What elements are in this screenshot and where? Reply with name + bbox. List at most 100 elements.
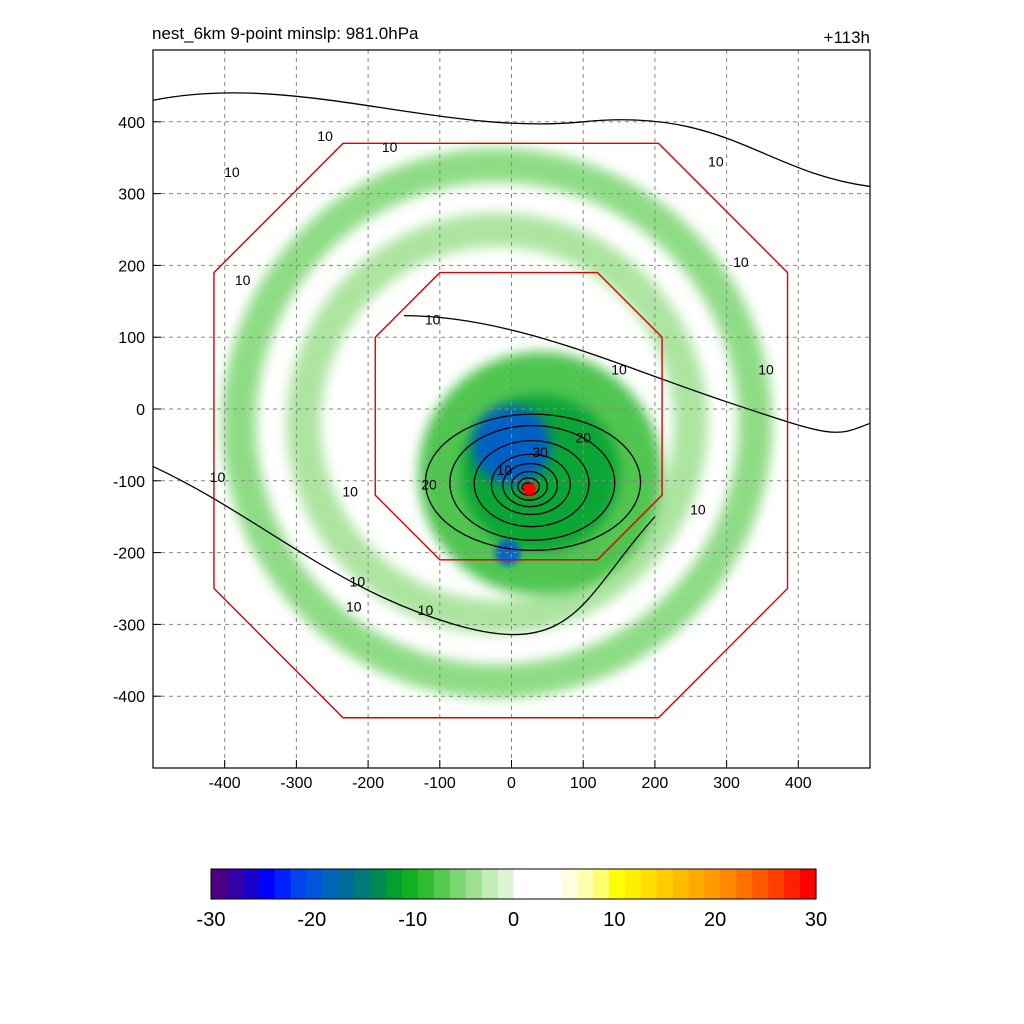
contour-line [473,440,590,528]
colorbar-swatch [513,869,531,899]
colorbar-swatch [290,869,308,899]
colorbar-swatch [433,869,451,899]
shading-ring-1 [286,212,708,634]
colorbar-swatch [609,869,626,899]
colorbar-swatch [720,869,737,899]
storm-center-dot [523,483,536,496]
colorbar-swatch [736,869,753,899]
colorbar-swatch [529,869,546,899]
colorbar-swatch [370,869,387,899]
contour-label: 10 [418,602,434,618]
contour-label: 10 [758,362,774,378]
contour-label: 10 [235,272,251,288]
colorbar-swatch [338,869,355,899]
contour-label: 10 [690,502,706,518]
contour-line [153,465,656,636]
colorbar-swatch [752,869,769,899]
y-tick-label: -300 [113,617,145,634]
colorbar-swatch [449,869,467,899]
colorbar-swatch [800,869,817,899]
colorbar-swatch [386,869,403,899]
colorbar-swatch [561,869,578,899]
colorbar-swatch [545,869,562,899]
colorbar-tick-label: -30 [197,909,226,931]
x-tick-label: 0 [507,775,516,792]
colorbar-tick-label: 10 [603,909,625,931]
colorbar-swatch [306,869,324,899]
colorbar-tick-label: 20 [704,909,726,931]
contour-line [403,315,870,433]
contour-label: 30 [532,444,548,460]
colorbar-swatch [322,869,339,899]
contour-label: 10 [708,153,724,169]
colorbar-swatch [688,869,706,899]
colorbar-swatch [226,869,244,899]
contour-label: 20 [421,476,437,492]
storm-center-marker [523,483,536,496]
contour-labels: 10 10 10 10 10 10 10 10 10 10 10 10 10 10 10 20 30 20 10 [210,128,774,618]
colorbar-swatch [274,869,292,899]
contour-label: 10 [317,128,333,144]
nest-boundaries [213,142,789,719]
x-tick-label: -400 [209,775,241,792]
contour-label: 10 [611,362,627,378]
colorbar-swatch [211,869,228,899]
contour-label: 10 [497,462,513,478]
contour-line [153,92,870,188]
colorbar-swatch [672,869,690,899]
y-axis-ticks: 400 300 200 100 0 -100 -200 -300 -400 [113,115,161,706]
plot-title: nest_6km 9-point minslp: 981.0hPa [152,24,419,43]
x-tick-label: 400 [785,775,812,792]
shading-field [222,148,773,699]
colorbar-swatch [402,869,419,899]
shading-ring-0 [222,148,773,699]
y-tick-label: 300 [118,187,145,204]
contour-label: 10 [425,311,441,327]
x-tick-label: -100 [424,775,456,792]
colorbar-swatch [593,869,610,899]
plot-area: 10 10 10 10 10 10 10 10 10 10 10 10 10 10 10 20 30 20 10 -… [113,49,871,792]
y-tick-label: 400 [118,115,145,132]
y-tick-label: 100 [118,330,145,347]
y-tick-label: -100 [113,474,145,491]
contour-lines [153,92,870,636]
contour-label: 20 [575,430,591,446]
colorbar-swatch [497,869,515,899]
x-tick-label: 100 [570,775,597,792]
colorbar-swatch [704,869,722,899]
colorbar-swatch [417,869,435,899]
contour-line [449,424,616,541]
colorbar-swatch [768,869,785,899]
contour-label: 10 [382,139,398,155]
contour-label: 10 [733,254,749,270]
colorbar-tick-label: 0 [508,909,519,931]
colorbar-swatch [465,869,483,899]
colorbar-swatch [481,869,499,899]
colorbar-swatch [656,869,674,899]
x-axis-ticks: -400 -300 -200 -100 0 100 200 300 400 [209,760,812,792]
colorbar-swatch [624,869,642,899]
contour-label: 10 [342,484,358,500]
colorbar-swatches [211,869,817,899]
y-tick-label: 200 [118,258,145,275]
contour-label: 10 [210,469,226,485]
y-tick-label: 0 [136,402,145,419]
contour-line [490,453,571,516]
x-tick-label: 300 [713,775,740,792]
colorbar-tick-label: -20 [297,909,326,931]
colorbar-frame [210,868,817,900]
contour-line [502,462,559,508]
y-tick-label: -200 [113,546,145,563]
colorbar-swatch [640,869,658,899]
contour-line [424,413,642,552]
colorbar: -30 -20 -10 0 10 20 30 [197,868,827,931]
x-tick-label: -200 [352,775,384,792]
colorbar-tick-label: -10 [398,909,427,931]
nest-boundary-outer [213,142,789,719]
contour-label: 10 [346,598,362,614]
colorbar-swatch [354,869,371,899]
forecast-hour-label: +113h [823,28,870,47]
contour-label: 10 [350,573,366,589]
colorbar-swatch [577,869,594,899]
